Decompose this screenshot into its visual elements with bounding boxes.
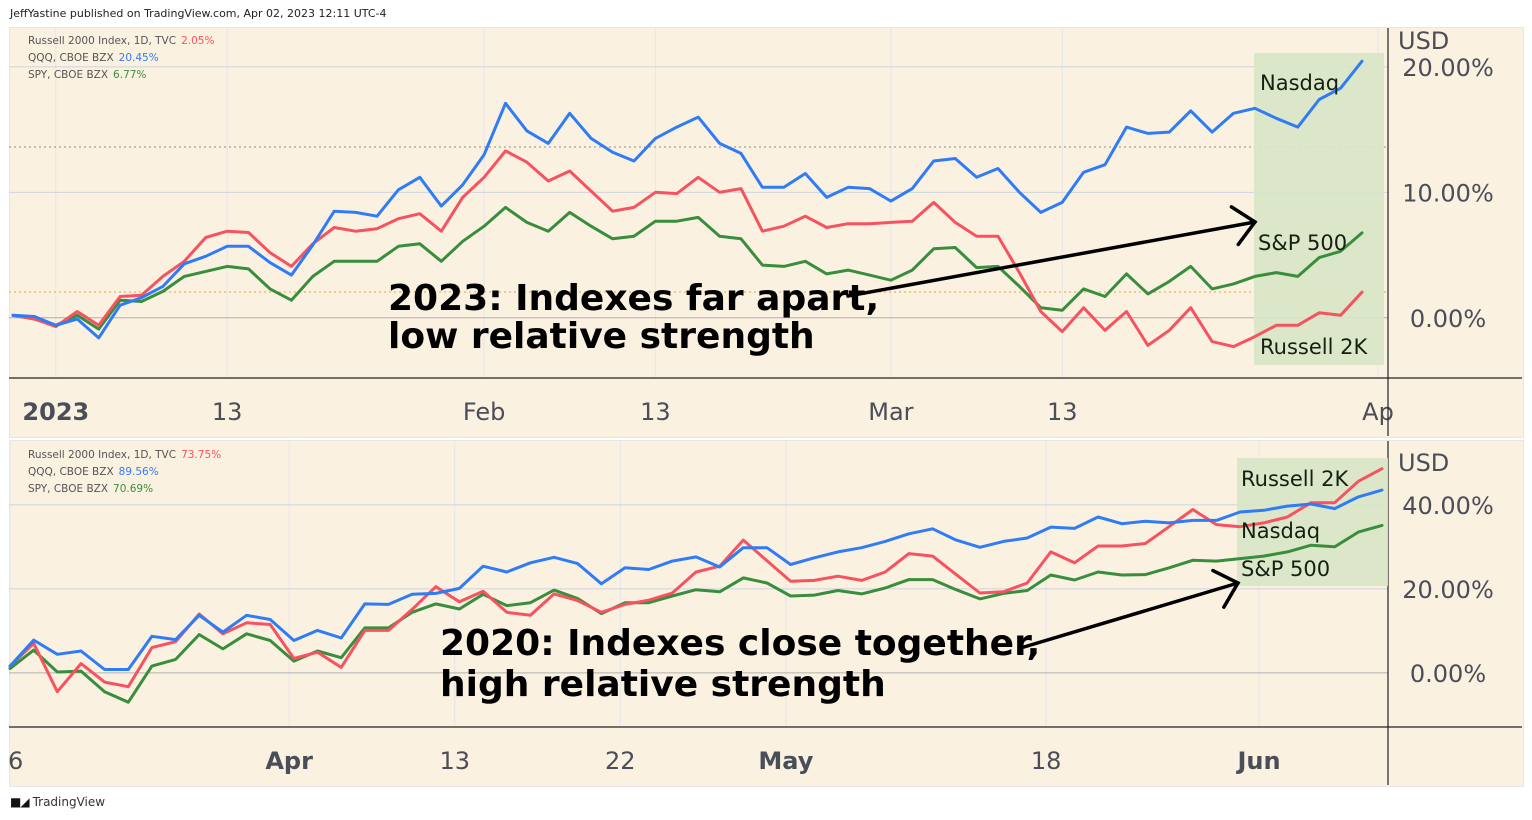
x-tick-label: Ap [1362,398,1394,426]
footer: ■◢ TradingView [10,795,105,809]
series-label-russell: Russell 2K [1241,467,1349,491]
legend-label: SPY, CBOE BZX [28,483,109,495]
publish-info: JeffYastine published on TradingView.com… [10,7,387,20]
series-label-sp500: S&P 500 [1258,231,1347,255]
x-tick-label: 13 [439,747,470,775]
series-line-spy [11,205,1364,331]
annotation-arrow [1022,581,1240,649]
series-label-russell: Russell 2K [1260,335,1368,359]
legend-value: 20.45% [118,52,159,64]
legend-2023: Russell 2000 Index, 1D, TVC 2.05% QQQ, CB… [28,33,214,84]
x-tick-label: 13 [640,398,671,426]
legend-label: QQQ, CBOE BZX [28,52,114,64]
y-tick-label: 10.00% [1402,179,1494,207]
x-tick-label: Jun [1235,747,1280,775]
legend-value: 89.56% [118,466,159,478]
y-tick-label: 20.00% [1402,576,1494,604]
legend-value: 2.05% [181,35,215,47]
series-label-nasdaq: Nasdaq [1260,71,1339,95]
legend-value: 70.69% [113,483,154,495]
x-tick-label: May [758,747,813,775]
y-tick-label: 0.00% [1410,305,1486,333]
tradingview-logo-icon: ■◢ [10,795,30,809]
legend-row-qqq: QQQ, CBOE BZX 89.56% [28,464,221,481]
x-tick-label: 22 [605,747,636,775]
arrow-head-icon [1229,205,1258,247]
arrow-head-icon [1211,568,1241,609]
x-tick-label: 18 [1031,747,1062,775]
y-tick-label: 20.00% [1402,54,1494,82]
series-label-nasdaq: Nasdaq [1241,519,1320,543]
y-tick-label: 0.00% [1410,660,1486,688]
currency-label: USD [1398,27,1449,55]
legend-row-russell: Russell 2000 Index, 1D, TVC 73.75% [28,447,221,464]
x-tick-label: 13 [1047,398,1078,426]
legend-label: SPY, CBOE BZX [28,69,109,81]
brand-name[interactable]: TradingView [32,795,106,809]
legend-label: QQQ, CBOE BZX [28,466,114,478]
legend-2020: Russell 2000 Index, 1D, TVC 73.75% QQQ, C… [28,447,221,498]
currency-label: USD [1398,449,1449,477]
x-tick-label: Mar [868,398,913,426]
x-tick-label: 2023 [22,398,89,426]
series-label-sp500: S&P 500 [1241,557,1330,581]
legend-row-spy: SPY, CBOE BZX 6.77% [28,67,214,84]
legend-value: 73.75% [181,449,222,461]
y-tick-label: 40.00% [1402,492,1494,520]
x-tick-label: 6 [8,747,23,775]
legend-row-qqq: QQQ, CBOE BZX 20.45% [28,50,214,67]
legend-row-russell: Russell 2000 Index, 1D, TVC 2.05% [28,33,214,50]
legend-label: Russell 2000 Index, 1D, TVC [28,35,177,47]
legend-value: 6.77% [113,69,147,81]
annotation-arrow [846,220,1257,298]
x-tick-label: Feb [463,398,506,426]
x-tick-label: 13 [212,398,243,426]
annotation-text: 2020: Indexes close together, [440,623,1040,664]
legend-row-spy: SPY, CBOE BZX 70.69% [28,481,221,498]
annotation-text: high relative strength [440,664,886,705]
series-line-qqq [11,59,1364,340]
annotation-text: low relative strength [388,316,815,357]
x-tick-label: Apr [265,747,313,775]
annotation-text: 2023: Indexes far apart, [388,278,879,319]
series-line-russell [11,149,1364,349]
legend-label: Russell 2000 Index, 1D, TVC [28,449,177,461]
